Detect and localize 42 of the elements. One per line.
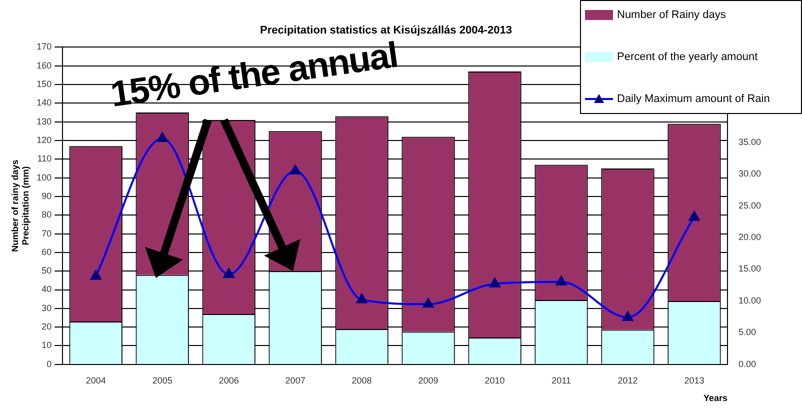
x-tick-label: 2008 — [352, 375, 372, 386]
x-tick-label: 2013 — [684, 375, 704, 386]
x-tick-label: 2005 — [152, 375, 172, 386]
x-tick-label: 2012 — [618, 375, 638, 386]
y-tick-label: 60 — [42, 246, 52, 257]
y-tick-label: 50 — [42, 266, 52, 276]
y-tick-label: 80 — [42, 210, 52, 220]
legend-label: Number of Rainy days — [617, 9, 726, 21]
y2-tick-label: 5.00 — [738, 327, 756, 338]
y-tick-label: 110 — [37, 154, 52, 164]
y2-tick-label: 15.00 — [738, 264, 762, 274]
y-tick-label: 20 — [42, 322, 52, 332]
y2-tick-label: 30.00 — [738, 168, 762, 179]
legend-label: Daily Maximum amount of Rain — [617, 93, 770, 105]
y2-tick-label: 35.00 — [738, 136, 762, 147]
y-tick-label: 70 — [42, 228, 52, 238]
y-tick-label: 170 — [36, 42, 52, 52]
y-tick-label: 90 — [42, 190, 52, 201]
y-tick-label: 10 — [42, 340, 52, 350]
legend-label: Percent of the yearly amount — [617, 51, 758, 63]
y-tick-label: 120 — [36, 134, 52, 145]
y2-tick-label: 20.00 — [738, 232, 762, 242]
chart-title: Precipitation statistics at Kisújszállás 2004-2013 — [260, 24, 512, 37]
y-tick-label: 30 — [42, 302, 52, 313]
x-tick-label: 2009 — [418, 375, 438, 386]
y-tick-label: 100 — [36, 172, 52, 182]
x-axis-title: Years — [703, 393, 728, 404]
x-tick-label: 2011 — [552, 375, 571, 386]
y-tick-label: 40 — [42, 284, 52, 294]
y-axis-title: Number of rainy days Precipitation (mm) — [10, 160, 31, 252]
y2-tick-label: 10.00 — [738, 295, 762, 306]
y2-tick-label: 0.00 — [738, 358, 756, 369]
x-tick-label: 2007 — [285, 375, 306, 386]
x-tick-label: 2010 — [484, 375, 505, 386]
y2-tick-label: 25.00 — [738, 200, 762, 210]
x-tick-label: 2004 — [86, 375, 106, 386]
x-tick-label: 2006 — [218, 375, 239, 386]
y-tick-label: 150 — [36, 79, 52, 89]
y-tick-label: 130 — [36, 116, 52, 126]
y-tick-label: 140 — [36, 98, 52, 108]
y-tick-label: 160 — [36, 60, 52, 70]
y-tick-label: 0 — [46, 358, 52, 369]
